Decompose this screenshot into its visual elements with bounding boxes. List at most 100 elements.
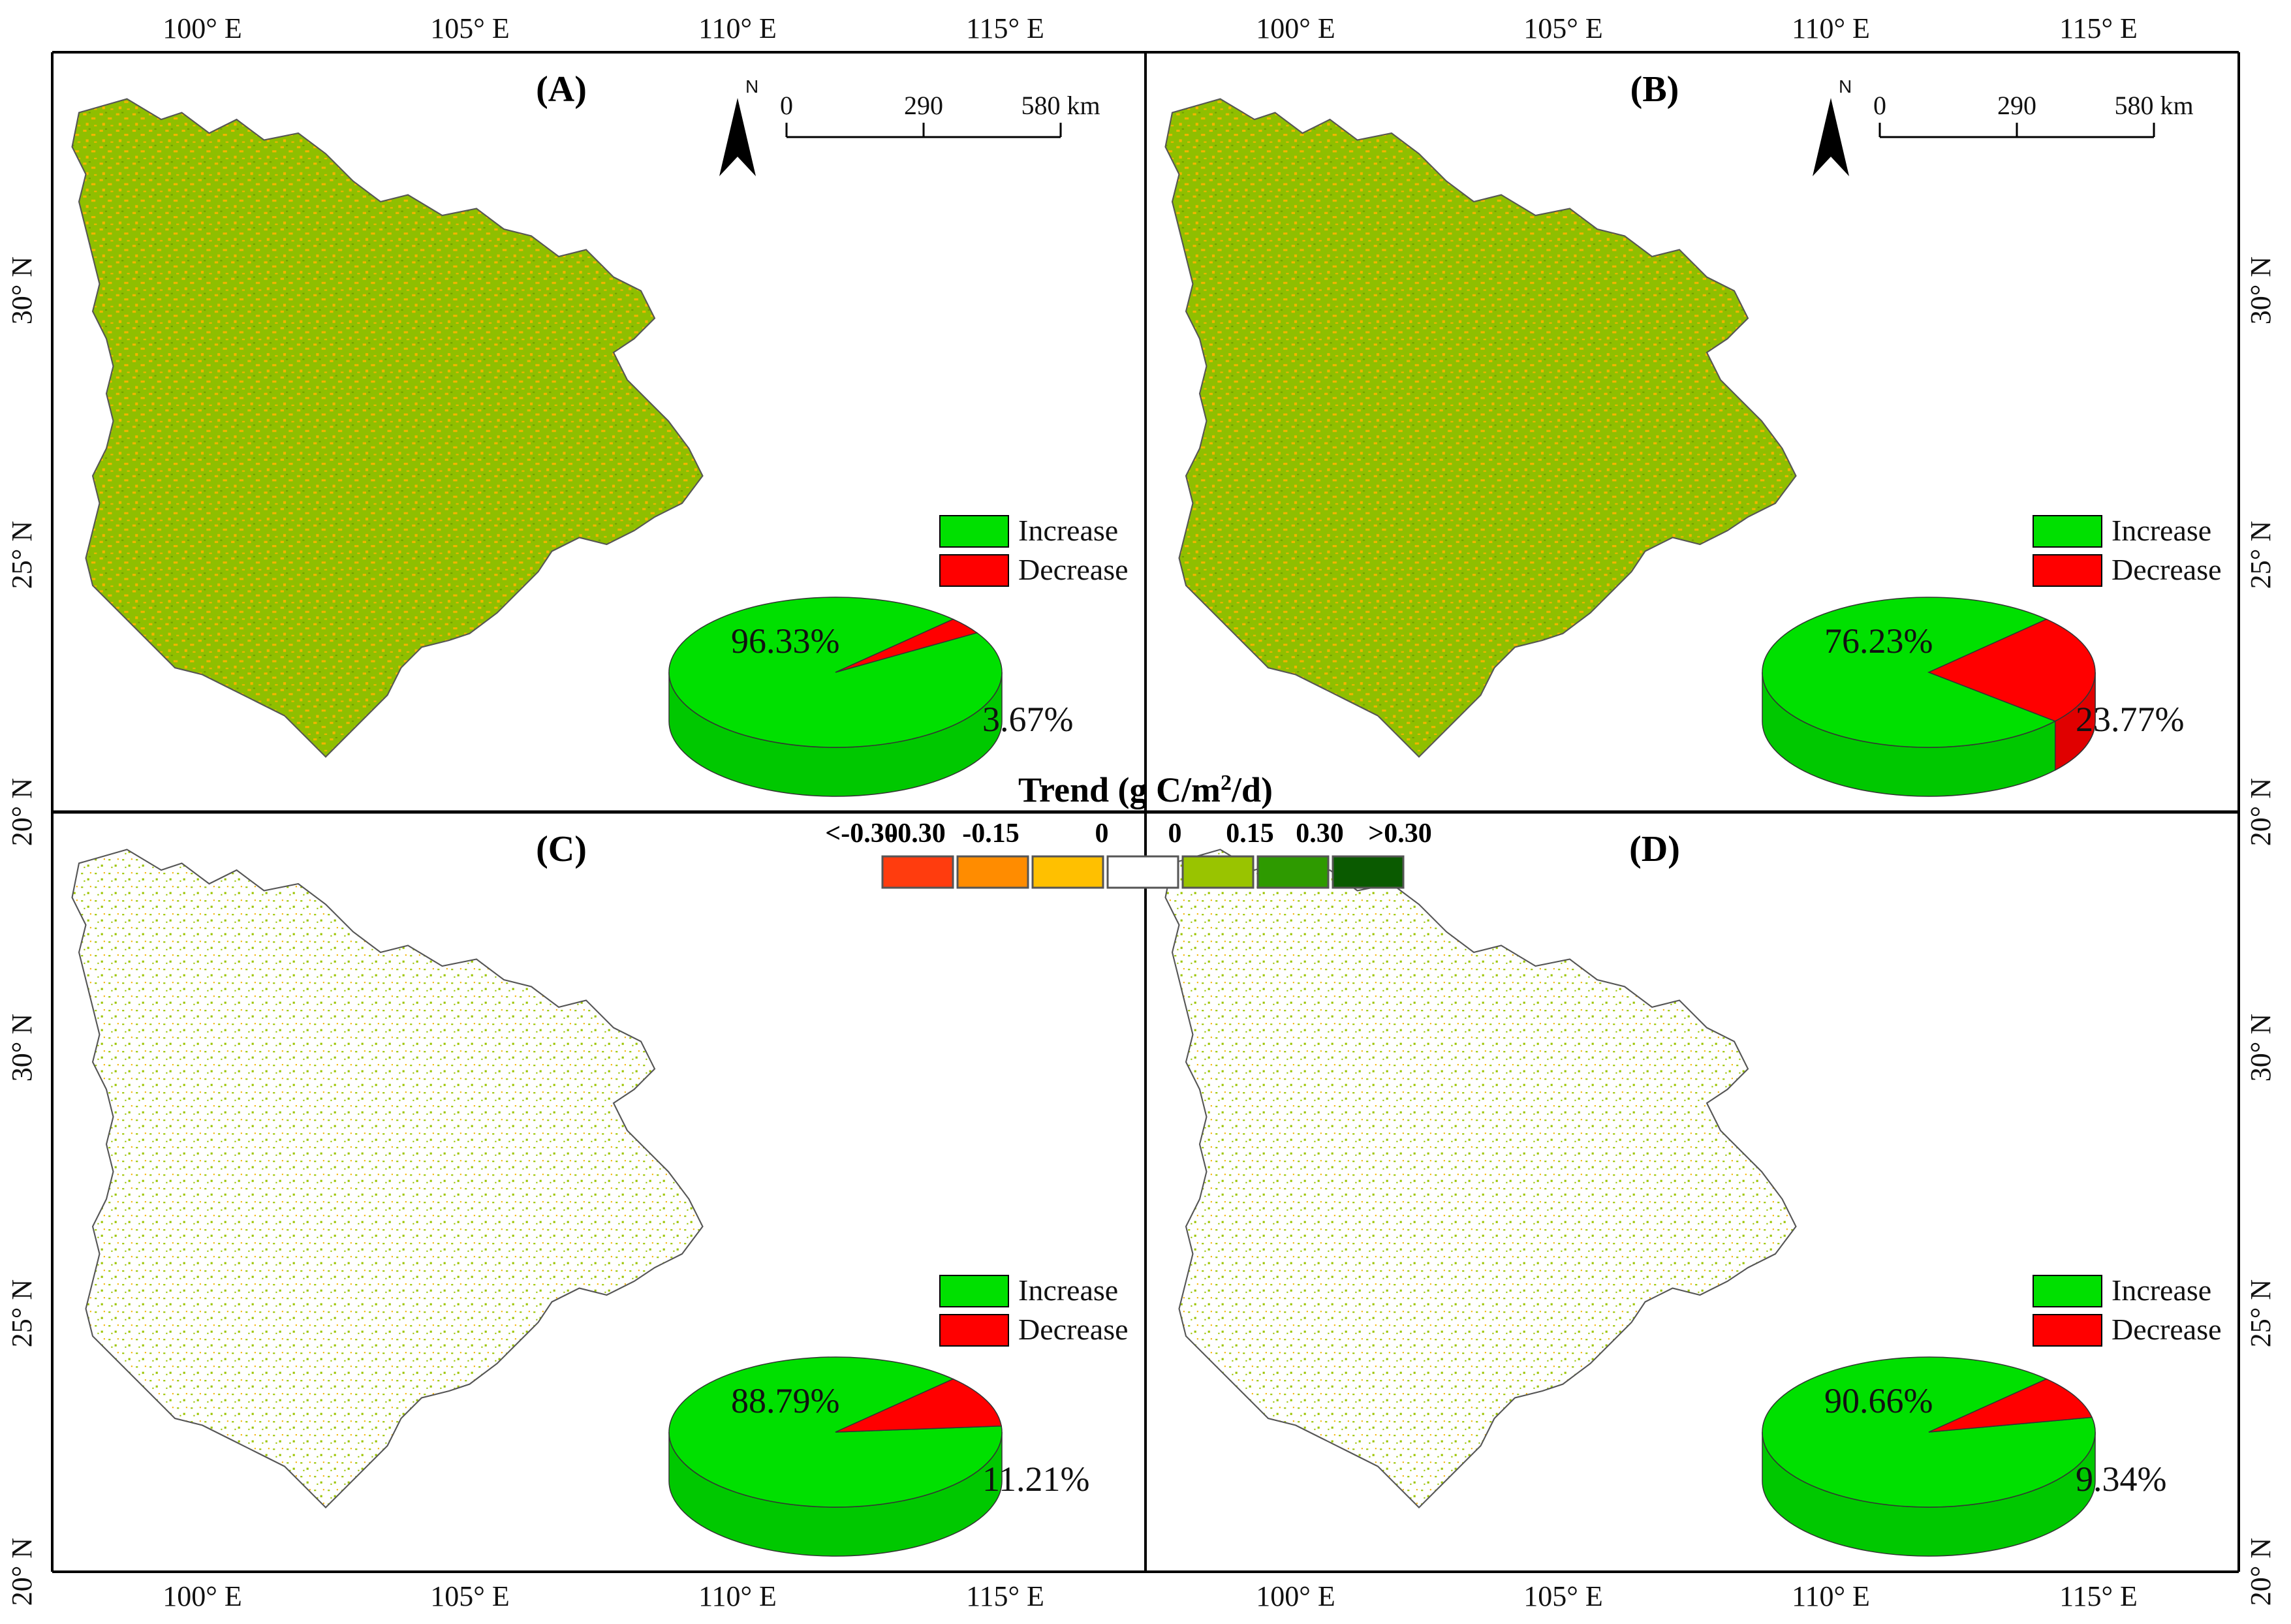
- lon-tick-bottom: 110° E: [1792, 1580, 1870, 1612]
- pie-slice-increase: [1762, 597, 2057, 748]
- lon-tick-bottom: 115° E: [2059, 1580, 2138, 1612]
- panels-layer: (A) N0 290 580 kmIncreaseDecrease96.33%3.67…: [71, 69, 2222, 1557]
- lon-tick-bottom: 105° E: [1523, 1580, 1602, 1612]
- north-label: N: [1839, 76, 1852, 97]
- colorbar-label: >0.30: [1368, 819, 1431, 849]
- colorbar-swatch: [1332, 855, 1405, 889]
- lon-tick-bottom: 105° E: [430, 1580, 509, 1612]
- lon-tick-top: 115° E: [2059, 12, 2138, 44]
- colorbar-title: Trend (g C/m2/d): [1018, 770, 1273, 809]
- trend-colorbar: Trend (g C/m2/d) <-0.30-0.30 -0.15 0 0 0.15 0.…: [825, 770, 1432, 889]
- lat-tick-right: 30° N: [2245, 1014, 2277, 1082]
- region-map: [1164, 849, 1797, 1508]
- lat-tick-right: 20° N: [2245, 778, 2277, 846]
- legend-increase-label: Increase: [2112, 514, 2211, 547]
- pie-decrease-pct: 11.21%: [982, 1460, 1089, 1499]
- lat-tick-right: 25° N: [2245, 1279, 2277, 1347]
- lat-tick-right: 20° N: [2245, 1538, 2277, 1606]
- colorbar-swatch: [956, 855, 1029, 889]
- region-map: [1164, 98, 1797, 758]
- legend-increase-swatch: [2033, 1275, 2102, 1307]
- legend-decrease-label: Decrease: [1018, 1313, 1129, 1346]
- scale-bar-label: 580 km: [1021, 91, 1100, 120]
- legend-increase-swatch: [2033, 515, 2102, 548]
- pie-slice-decrease: [1928, 1378, 2093, 1433]
- lon-tick-top: 100° E: [163, 12, 242, 44]
- panel-label: (C): [536, 829, 587, 869]
- colorbar-swatch: [1031, 855, 1104, 889]
- lon-tick-top: 110° E: [698, 12, 777, 44]
- panel-a: (A) N 0 290 580 km Increase Decrease 96.33% 3.67…: [71, 69, 1129, 797]
- colorbar-swatch: [1181, 855, 1255, 889]
- lon-tick-top: 105° E: [430, 12, 509, 44]
- region-map: [71, 98, 704, 758]
- legend-decrease-swatch: [2033, 1314, 2102, 1347]
- lon-tick-top: 115° E: [966, 12, 1044, 44]
- pie-decrease-pct: 9.34%: [2076, 1460, 2166, 1499]
- lat-tick-left: 25° N: [6, 1279, 38, 1347]
- legend-increase-label: Increase: [1018, 1273, 1118, 1307]
- legend-increase-swatch: [939, 1275, 1009, 1307]
- lat-tick-left: 30° N: [6, 257, 38, 324]
- legend-increase-label: Increase: [2112, 1273, 2211, 1307]
- pie-decrease-pct: 23.77%: [2076, 700, 2184, 739]
- lon-tick-top: 110° E: [1792, 12, 1870, 44]
- legend-decrease-label: Decrease: [2112, 553, 2222, 586]
- north-label: N: [745, 76, 758, 97]
- panel-c: (C) Increase Decrease 88.79% 11.21%: [71, 829, 1129, 1557]
- scale-bar-label: 290: [904, 91, 943, 120]
- pie-slice-decrease: [835, 1378, 1003, 1433]
- lon-tick-bottom: 100° E: [1256, 1580, 1335, 1612]
- legend-increase-label: Increase: [1018, 514, 1118, 547]
- colorbar-label: 0: [1168, 819, 1182, 849]
- axis-ticks-layer: 100° E 100° E 105° E 105° E 110° E 110° E 115°…: [6, 12, 2277, 1612]
- colorbar-swatch: [881, 855, 954, 889]
- colorbar-label: -0.30: [888, 819, 946, 849]
- legend-decrease-swatch: [939, 1314, 1009, 1347]
- panel-label: (B): [1630, 69, 1679, 110]
- lon-tick-top: 105° E: [1523, 12, 1602, 44]
- north-arrow-icon: [1813, 98, 1849, 176]
- colorbar-label: 0: [1095, 819, 1109, 849]
- panel-b: (B) N0 290 580 km Increase Decrease 76.23% 23.7…: [1164, 69, 2222, 797]
- pie-slice-decrease: [1927, 618, 2096, 722]
- panel-label: (A): [536, 69, 587, 110]
- pie-decrease-pct: 3.67%: [982, 700, 1073, 739]
- lon-tick-bottom: 100° E: [163, 1580, 242, 1612]
- lat-tick-right: 30° N: [2245, 257, 2277, 324]
- lon-tick-bottom: 115° E: [966, 1580, 1044, 1612]
- region-map: [71, 849, 704, 1508]
- north-arrow-icon: [719, 98, 756, 176]
- legend-increase-swatch: [939, 515, 1009, 548]
- colorbar-label: 0.30: [1296, 819, 1344, 849]
- pie-increase-pct: 88.79%: [731, 1381, 839, 1420]
- scale-bar-label: 0: [780, 91, 793, 120]
- lat-tick-left: 20° N: [6, 1538, 38, 1606]
- pie-increase-pct: 96.33%: [731, 621, 839, 661]
- lat-tick-left: 25° N: [6, 521, 38, 589]
- colorbar-swatch: [1256, 855, 1330, 889]
- legend-decrease-swatch: [2033, 554, 2102, 587]
- legend-decrease-label: Decrease: [1018, 553, 1129, 586]
- lon-tick-bottom: 110° E: [698, 1580, 777, 1612]
- legend-decrease-swatch: [939, 554, 1009, 587]
- scale-bar-label: 0: [1873, 91, 1886, 120]
- panel-label: (D): [1629, 829, 1680, 869]
- lat-tick-right: 25° N: [2245, 521, 2277, 589]
- lat-tick-left: 30° N: [6, 1014, 38, 1082]
- colorbar-label: 0.15: [1226, 819, 1274, 849]
- pie-increase-pct: 76.23%: [1824, 621, 1933, 661]
- pie-increase-pct: 90.66%: [1824, 1381, 1933, 1420]
- colorbar-label: <-0.30: [825, 819, 897, 849]
- scale-bar-label: 290: [1997, 91, 2036, 120]
- pie-slice-increase: [1762, 1356, 2096, 1508]
- lat-tick-left: 20° N: [6, 778, 38, 846]
- colorbar-swatch: [1106, 855, 1179, 889]
- colorbar-label: -0.15: [962, 819, 1020, 849]
- panel-d: (D) Increase Decrease 90.66% 9.34%: [1164, 829, 2222, 1557]
- lon-tick-top: 100° E: [1256, 12, 1335, 44]
- pie-slice-decrease: [835, 618, 978, 673]
- legend-decrease-label: Decrease: [2112, 1313, 2222, 1346]
- scale-bar-label: 580 km: [2114, 91, 2193, 120]
